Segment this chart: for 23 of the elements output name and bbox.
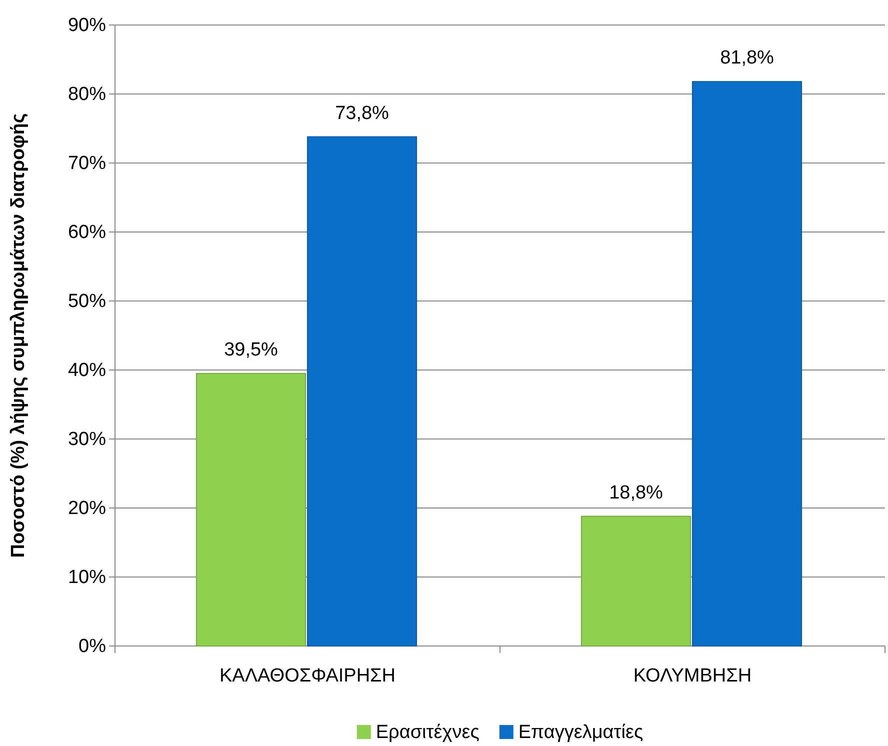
- data-label: 39,5%: [224, 339, 278, 360]
- y-tick-label: 60%: [68, 222, 106, 244]
- y-tick-label: 20%: [68, 498, 106, 520]
- data-label: 81,8%: [720, 48, 774, 69]
- y-tick-label: 30%: [68, 429, 106, 450]
- bar: [196, 372, 306, 646]
- x-tick-label: ΚΟΛΥΜΒΗΣΗ: [633, 665, 752, 686]
- y-tick-label: 40%: [68, 360, 106, 382]
- y-tick-label: 10%: [68, 567, 106, 588]
- x-tick-label: ΚΑΛΑΘΟΣΦΑΙΡΗΣΗ: [219, 665, 396, 686]
- y-axis-title: Ποσοστό (%) λήψης συμπληρωμάτων διατροφής: [8, 113, 29, 558]
- bar: [692, 81, 802, 646]
- bar: [307, 136, 417, 646]
- y-tick-label: 80%: [68, 84, 106, 106]
- y-tick-label: 90%: [68, 15, 106, 36]
- y-tick-label: 50%: [68, 291, 106, 312]
- bar: [581, 516, 691, 646]
- data-label: 18,8%: [609, 482, 664, 504]
- data-label: 73,8%: [335, 102, 390, 124]
- y-tick-label: 0%: [78, 636, 106, 658]
- legend-label: Ερασιτέχνες: [376, 722, 480, 743]
- legend-label: Επαγγελματίες: [518, 722, 644, 743]
- y-tick-label: 70%: [68, 153, 106, 174]
